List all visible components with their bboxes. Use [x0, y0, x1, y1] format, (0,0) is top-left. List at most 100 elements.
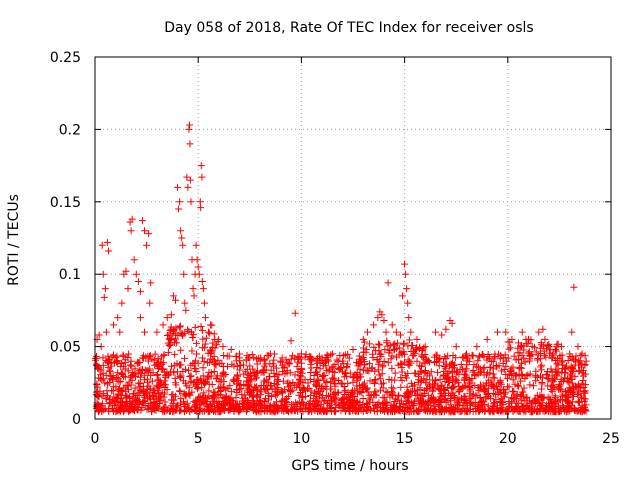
data-point — [553, 360, 561, 368]
data-point — [302, 392, 310, 400]
data-point — [340, 382, 348, 390]
data-point — [457, 360, 465, 368]
data-point — [253, 392, 261, 400]
data-point — [152, 403, 160, 411]
data-point — [384, 279, 392, 287]
data-point — [203, 402, 211, 410]
data-point — [153, 360, 161, 368]
data-point — [366, 340, 374, 348]
data-point — [170, 396, 178, 404]
data-point — [397, 360, 405, 368]
data-point — [368, 365, 376, 373]
x-tick-label: 15 — [396, 431, 414, 447]
data-point — [105, 367, 113, 375]
data-point — [254, 367, 262, 375]
data-point — [403, 285, 411, 293]
data-point — [141, 227, 149, 235]
data-point — [514, 381, 522, 389]
data-point — [192, 368, 200, 376]
data-point — [98, 392, 106, 400]
data-point — [499, 398, 507, 406]
data-point — [197, 162, 205, 170]
data-point — [341, 386, 349, 394]
data-point — [213, 372, 221, 380]
data-point — [470, 371, 478, 379]
data-point — [396, 407, 404, 415]
data-point — [342, 370, 350, 378]
data-point — [427, 368, 435, 376]
data-point — [432, 328, 440, 336]
data-point — [495, 388, 503, 396]
data-point — [330, 395, 338, 403]
data-point — [520, 354, 528, 362]
data-point — [104, 247, 112, 255]
data-point — [349, 378, 357, 386]
data-point — [318, 354, 326, 362]
data-point — [161, 372, 169, 380]
data-point — [265, 352, 273, 360]
data-point — [465, 358, 473, 366]
data-point — [438, 381, 446, 389]
data-point — [127, 357, 135, 365]
data-point — [464, 404, 472, 412]
data-point — [534, 373, 542, 381]
data-point — [509, 376, 517, 384]
data-point — [217, 383, 225, 391]
data-point — [150, 398, 158, 406]
data-point — [99, 375, 107, 383]
data-point — [187, 198, 195, 206]
data-point — [273, 370, 281, 378]
data-point — [436, 386, 444, 394]
data-point — [93, 352, 101, 360]
data-point — [491, 353, 499, 361]
data-point — [218, 404, 226, 412]
data-point — [403, 374, 411, 382]
data-point — [173, 360, 181, 368]
data-point — [251, 372, 259, 380]
data-point — [96, 387, 104, 395]
data-point — [301, 376, 309, 384]
data-point — [351, 396, 359, 404]
data-point — [383, 339, 391, 347]
data-point — [455, 388, 463, 396]
data-point — [178, 330, 186, 338]
data-point — [184, 183, 192, 191]
data-point — [520, 384, 528, 392]
data-point — [548, 354, 556, 362]
data-point — [510, 406, 518, 414]
data-point — [394, 339, 402, 347]
data-point — [136, 314, 144, 322]
data-point — [286, 386, 294, 394]
data-point — [424, 408, 432, 416]
data-point — [148, 377, 156, 385]
data-point — [160, 351, 168, 359]
data-point — [174, 332, 182, 339]
data-point — [403, 383, 411, 391]
data-point — [380, 408, 388, 415]
data-point — [436, 393, 444, 401]
data-point — [289, 405, 297, 413]
data-point — [264, 396, 272, 404]
data-point — [465, 376, 473, 384]
data-point — [270, 401, 278, 409]
data-point — [448, 319, 456, 327]
data-point — [186, 176, 194, 184]
plot-frame — [94, 56, 612, 420]
data-point — [496, 379, 504, 387]
data-point — [250, 407, 258, 415]
data-point — [318, 372, 326, 380]
data-point — [471, 382, 479, 390]
data-point — [407, 328, 415, 336]
data-point — [391, 407, 399, 415]
data-point — [178, 234, 186, 242]
data-point — [146, 299, 154, 307]
data-point — [450, 392, 458, 400]
data-point — [358, 389, 366, 397]
data-point — [515, 382, 523, 390]
data-point — [528, 408, 536, 416]
data-point — [483, 335, 491, 343]
data-point — [256, 398, 264, 406]
data-point — [575, 367, 583, 375]
data-point — [172, 406, 180, 414]
data-point — [407, 379, 415, 387]
